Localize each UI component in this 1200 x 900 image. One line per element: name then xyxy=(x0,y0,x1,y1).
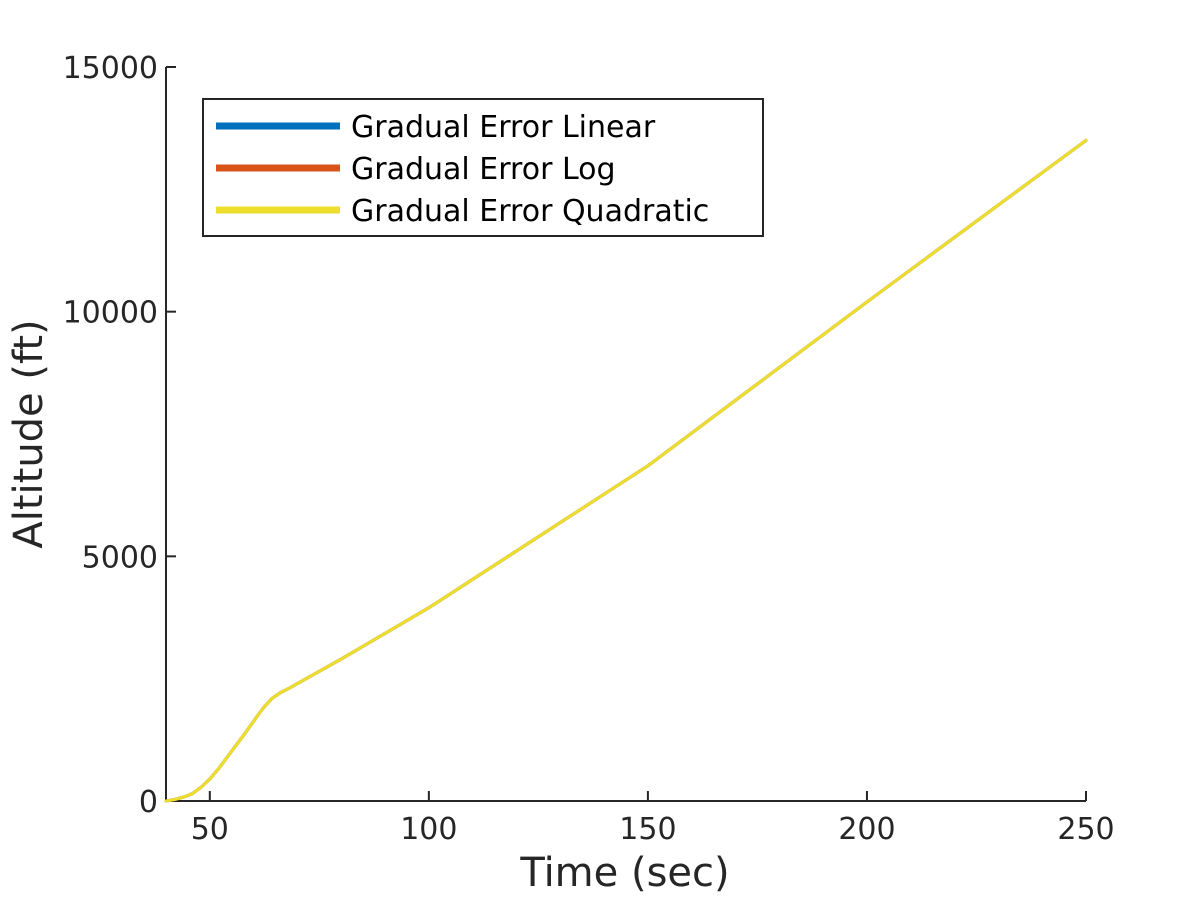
x-tick-label: 100 xyxy=(400,812,457,847)
series-line-1 xyxy=(164,138,1088,803)
legend-entries: Gradual Error Linear Gradual Error Log Gra… xyxy=(216,110,709,229)
series-lines xyxy=(164,138,1088,803)
y-tick-label: 0 xyxy=(139,785,158,820)
axes: 50 100 150 200 250 0 5000 10000 15000 xyxy=(63,51,1115,847)
legend-label-1: Gradual Error Linear xyxy=(351,110,656,145)
y-tick-label: 15000 xyxy=(63,51,158,86)
legend: Gradual Error Linear Gradual Error Log Gra… xyxy=(202,98,764,237)
x-tick-label: 200 xyxy=(838,812,895,847)
series-line-3 xyxy=(164,138,1088,803)
legend-label-3: Gradual Error Quadratic xyxy=(351,194,709,229)
x-axis-label: Time (sec) xyxy=(519,850,729,896)
legend-label-2: Gradual Error Log xyxy=(351,152,616,187)
x-tick-label: 50 xyxy=(191,812,229,847)
x-tick-label: 250 xyxy=(1057,812,1114,847)
series-line-2 xyxy=(164,138,1088,803)
y-tick-label: 5000 xyxy=(82,540,158,575)
y-axis-label: Altitude (ft) xyxy=(6,319,52,548)
y-tick-label: 10000 xyxy=(63,296,158,331)
x-tick-label: 150 xyxy=(619,812,676,847)
x-axis-ticks: 50 100 150 200 250 xyxy=(191,791,1115,847)
y-axis-ticks: 0 5000 10000 15000 xyxy=(63,51,176,820)
